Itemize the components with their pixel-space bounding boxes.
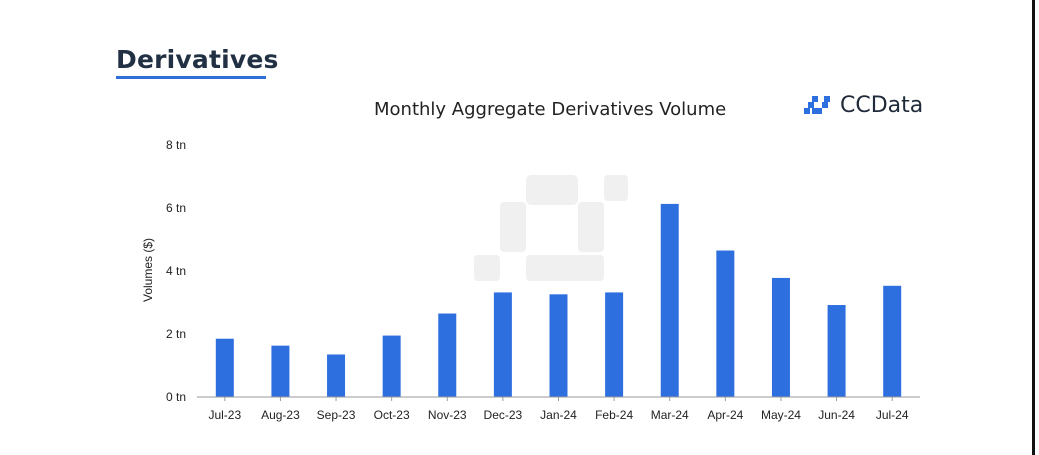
y-tick-label: 8 tn <box>166 138 186 152</box>
bar-feb-24 <box>605 292 624 397</box>
x-tick-label: Nov-23 <box>428 408 467 422</box>
x-tick-label: Jun-24 <box>818 408 855 422</box>
x-tick-label: Jul-24 <box>876 408 909 422</box>
bar-nov-23 <box>438 313 457 397</box>
x-tick-label: Feb-24 <box>595 408 633 422</box>
y-axis: 0 tn 2 tn 4 tn 6 tn 8 tn <box>166 138 186 404</box>
x-tick-label: Apr-24 <box>707 408 743 422</box>
x-tick-label: Jul-23 <box>208 408 241 422</box>
y-tick-label: 4 tn <box>166 264 186 278</box>
bar-apr-24 <box>716 250 735 397</box>
bar-oct-23 <box>382 335 401 397</box>
bar-aug-23 <box>271 345 290 397</box>
chart-title: Monthly Aggregate Derivatives Volume <box>374 99 727 120</box>
x-tick-label: Dec-23 <box>484 408 523 422</box>
x-tick-label: Sep-23 <box>317 408 356 422</box>
x-tick-label: Aug-23 <box>261 408 300 422</box>
section-title-underline <box>116 76 266 79</box>
x-tick-label: Mar-24 <box>651 408 689 422</box>
bar-jul-24 <box>883 285 902 397</box>
x-axis: Jul-23 Aug-23 Sep-23 Oct-23 Nov-23 Dec-23 Jan-… <box>197 396 920 422</box>
ccdata-logo-icon <box>804 96 830 114</box>
bar-sep-23 <box>327 354 346 397</box>
y-tick-label: 0 tn <box>166 390 186 404</box>
x-tick-label: Oct-23 <box>374 408 410 422</box>
bar-dec-23 <box>493 292 512 397</box>
bar-mar-24 <box>660 203 679 397</box>
x-tick-label: May-24 <box>761 408 801 422</box>
page-right-border <box>1032 0 1035 455</box>
chart-watermark <box>474 175 628 281</box>
bar-may-24 <box>771 277 790 397</box>
x-tick-label: Jan-24 <box>540 408 577 422</box>
section-title: Derivatives <box>116 45 279 74</box>
bar-jun-24 <box>827 305 846 397</box>
bar-jul-23 <box>215 338 234 397</box>
brand-name: CCData <box>840 93 924 118</box>
brand-logo: CCData <box>802 93 923 119</box>
bar-jan-24 <box>549 294 568 397</box>
y-tick-label: 6 tn <box>166 201 186 215</box>
y-tick-label: 2 tn <box>166 327 186 341</box>
bars <box>215 203 902 397</box>
y-axis-title: Volumes ($) <box>141 238 155 302</box>
